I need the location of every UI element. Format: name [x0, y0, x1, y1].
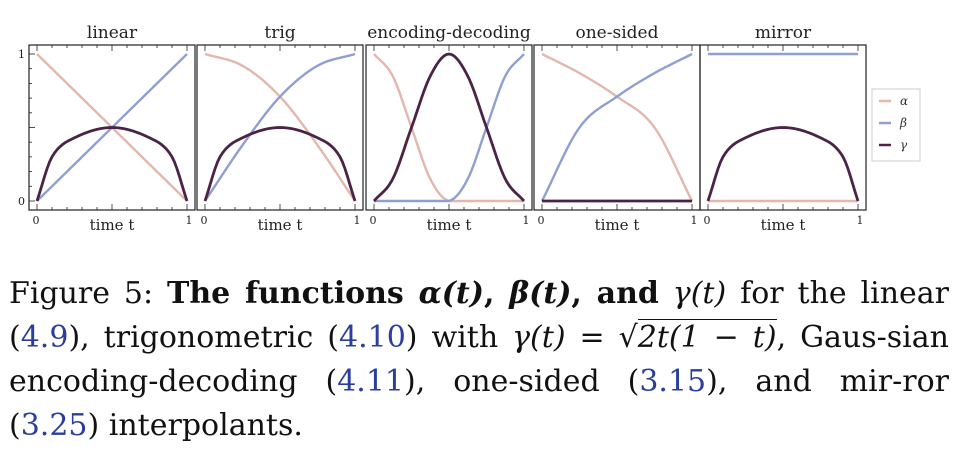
panel-title: mirror — [755, 23, 812, 43]
panel-title: encoding-decoding — [367, 23, 531, 43]
legend-label-gamma: γ — [900, 138, 908, 152]
y-tick-label-0: 0 — [18, 195, 25, 208]
x-tick-label-1: 1 — [857, 214, 864, 227]
panel-trig: trig 0 1 time t — [196, 23, 364, 234]
panel-mirror: mirror 0 1 time t — [699, 23, 867, 234]
y-tick-label-1: 1 — [18, 48, 25, 61]
caption-gamma2: γ(t) — [512, 320, 566, 355]
x-tick-label-0: 0 — [538, 214, 545, 227]
caption-text7: interpolants. — [108, 408, 303, 443]
panel-one-sided: one-sided 0 1 time t — [533, 23, 701, 234]
equation-ref-4-10[interactable]: 4.10 — [339, 320, 406, 355]
x-axis-label: time t — [761, 216, 806, 234]
x-axis-label: time t — [595, 216, 640, 234]
panel-title: trig — [264, 23, 295, 43]
caption-eq: = — [579, 320, 605, 355]
legend-label-alpha: α — [900, 94, 908, 108]
x-axis-label: time t — [90, 216, 135, 234]
x-tick-label-0: 0 — [370, 214, 377, 227]
x-tick-label-0: 0 — [201, 214, 208, 227]
caption-text1: for the linear — [740, 276, 950, 311]
panel-frame — [365, 44, 533, 211]
x-axis-label: time t — [427, 216, 472, 234]
panel-linear: 1 0 linear 0 1 time t — [18, 23, 196, 234]
series-alpha — [373, 53, 524, 203]
caption-and: and — [596, 276, 659, 311]
caption-sqrt-arg: 2t(1 − t) — [637, 319, 777, 355]
panel-frame — [533, 44, 701, 211]
series-gamma — [35, 126, 189, 202]
x-tick-label-0: 0 — [33, 214, 40, 227]
equation-ref-3-15[interactable]: 3.15 — [639, 364, 707, 399]
series-alpha — [541, 52, 694, 202]
caption-beta: β(t) — [509, 276, 572, 311]
equation-ref-4-11[interactable]: 4.11 — [337, 364, 405, 399]
caption-text2: , trigonometric — [80, 320, 314, 355]
series-beta — [204, 52, 356, 202]
series-beta — [374, 53, 525, 203]
x-tick-label-1: 1 — [523, 214, 530, 227]
x-tick-label-1: 1 — [354, 214, 361, 227]
legend-label-beta: β — [899, 116, 907, 130]
caption-alpha: α(t) — [418, 276, 484, 311]
caption-text3: with — [431, 320, 499, 355]
panel-title: one-sided — [576, 23, 659, 43]
series-gamma — [706, 126, 860, 202]
equation-ref-4-9[interactable]: 4.9 — [20, 320, 69, 355]
x-tick-label-0: 0 — [704, 214, 711, 227]
equation-ref-3-25[interactable]: 3.25 — [20, 408, 88, 443]
series-gamma — [372, 52, 526, 202]
panel-title: linear — [87, 23, 138, 43]
panel-encoding-decoding: encoding-decoding 0 1 time t — [365, 23, 533, 234]
caption-bold-text: The functions — [167, 276, 404, 311]
figure-caption: Figure 5: The functions α(t), β(t), and … — [9, 276, 950, 443]
series-beta — [540, 52, 693, 202]
caption-text4: , Gaus-sian encoding-decoding — [9, 320, 949, 399]
caption-label: Figure 5: — [9, 276, 154, 311]
legend: α β γ — [871, 88, 921, 162]
caption-text5: , one-sided — [415, 364, 600, 399]
caption-text6: , and mir-ror — [717, 364, 949, 399]
caption-gamma: γ(t) — [672, 276, 727, 311]
x-tick-label-1: 1 — [186, 214, 193, 227]
series-gamma — [203, 126, 357, 202]
x-axis-label: time t — [258, 216, 303, 234]
x-tick-label-1: 1 — [691, 214, 698, 227]
